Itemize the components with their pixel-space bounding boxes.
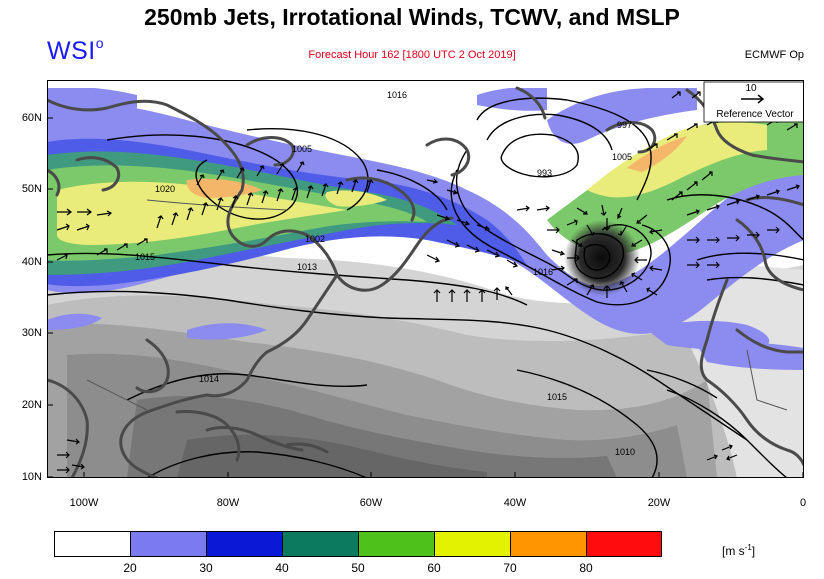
lon-label: 80W <box>216 497 240 509</box>
lat-label: 10N <box>21 471 42 483</box>
low-pressure-center <box>564 220 640 296</box>
reference-vector-box: 10 Reference Vector <box>703 81 804 123</box>
colorbar-swatch <box>510 531 586 557</box>
lat-label: 30N <box>21 327 42 339</box>
colorbar-tick: 20 <box>123 561 137 575</box>
lon-label: 100W <box>69 497 99 509</box>
colorbar-swatch <box>282 531 358 557</box>
map-canvas: 1005 1020 1002 1015 1013 1014 1016 1015 … <box>47 80 804 478</box>
units-close: ] <box>751 544 756 558</box>
coastlines <box>47 86 804 478</box>
lon-label: 40W <box>503 497 527 509</box>
jet-shading <box>47 80 804 370</box>
isobar-label: 1005 <box>612 152 632 162</box>
lon-label: 60W <box>359 497 383 509</box>
logo-text: WSI <box>47 37 96 65</box>
model-label: ECMWF Op <box>744 49 804 61</box>
isobar-label: 1015 <box>547 392 567 402</box>
isobar-label: 1002 <box>305 234 325 244</box>
colorbar-swatch <box>130 531 206 557</box>
wind-vectors <box>56 91 800 474</box>
isobar-label: 1005 <box>292 144 312 154</box>
chart-title: 250mb Jets, Irrotational Winds, TCWV, an… <box>144 4 680 30</box>
isobar-label: 997 <box>617 120 632 130</box>
reference-vector-label: Reference Vector <box>716 109 794 120</box>
isobar-label: 1013 <box>297 262 317 272</box>
isobar-label: 1014 <box>199 374 219 384</box>
colorbar-units: [m s-1] <box>722 543 755 558</box>
isobar-label: 993 <box>537 168 552 178</box>
lat-label: 40N <box>21 256 42 268</box>
colorbar-tick: 30 <box>199 561 213 575</box>
colorbar-swatch <box>358 531 434 557</box>
colorbar-tick: 60 <box>427 561 441 575</box>
isobar-labels: 1005 1020 1002 1015 1013 1014 1016 1015 … <box>135 90 635 457</box>
isobar-label: 1016 <box>387 90 407 100</box>
units-exponent: -1 <box>744 543 752 552</box>
logo-mark: o <box>95 35 105 51</box>
lat-label: 20N <box>21 399 42 411</box>
colorbar-swatch <box>206 531 282 557</box>
lon-label: 0 <box>799 497 807 509</box>
colorbar <box>54 531 662 557</box>
reference-arrow-icon <box>741 94 765 104</box>
colorbar-tick: 80 <box>579 561 593 575</box>
isobar-label: 1020 <box>155 184 175 194</box>
lat-label: 50N <box>21 183 42 195</box>
reference-vector-value: 10 <box>745 83 757 94</box>
colorbar-tick: 50 <box>351 561 365 575</box>
lat-label: 60N <box>21 112 42 124</box>
forecast-hour-label: Forecast Hour 162 [1800 UTC 2 Oct 2019] <box>308 49 516 61</box>
units-text: [m s <box>722 544 745 558</box>
colorbar-swatch <box>586 531 662 557</box>
isobar-label: 1010 <box>615 447 635 457</box>
colorbar-tick: 40 <box>275 561 289 575</box>
lon-label: 20W <box>647 497 671 509</box>
colorbar-tick: 70 <box>503 561 517 575</box>
weather-map: 1005 1020 1002 1015 1013 1014 1016 1015 … <box>47 80 804 478</box>
colorbar-swatch <box>434 531 510 557</box>
colorbar-swatch <box>54 531 130 557</box>
political-borders <box>86 199 788 411</box>
isobar-label: 1016 <box>533 267 553 277</box>
isobar-label: 1015 <box>135 252 155 262</box>
wsi-logo: WSIo <box>47 35 105 66</box>
